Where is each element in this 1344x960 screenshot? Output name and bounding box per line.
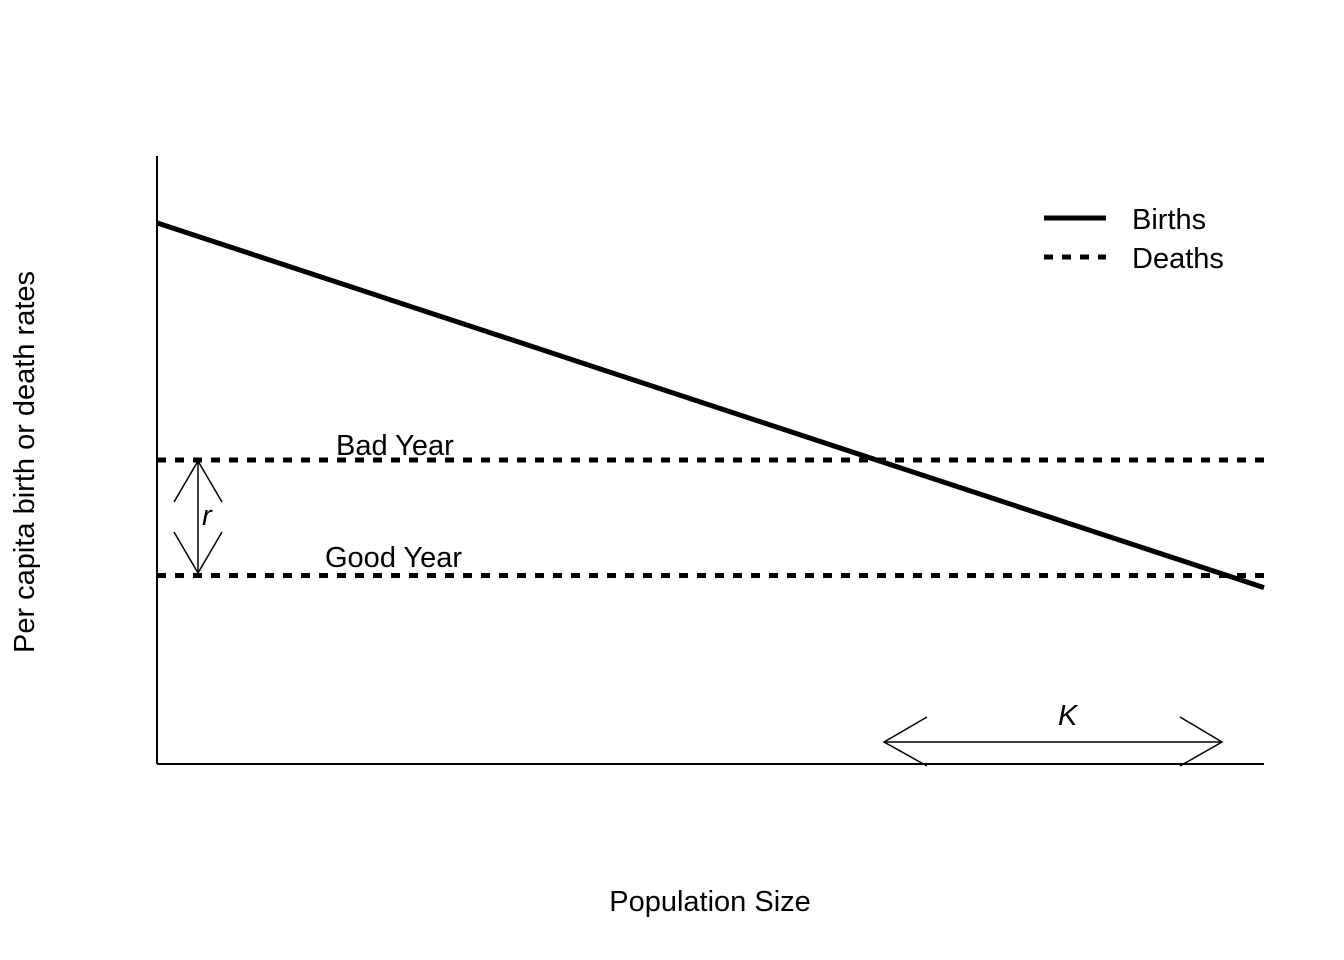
legend: Births Deaths (1044, 204, 1224, 275)
bad-year-label: Bad Year (336, 430, 454, 462)
good-year-label: Good Year (325, 542, 462, 574)
k-double-arrow (882, 716, 1224, 767)
legend-deaths-label: Deaths (1132, 243, 1224, 275)
r-label: r (202, 500, 213, 532)
x-axis-title: Population Size (609, 886, 811, 918)
births-line (156, 220, 1265, 591)
r-double-arrow (173, 459, 223, 575)
y-axis-title: Per capita birth or death rates (9, 271, 41, 653)
k-label: K (1058, 700, 1079, 732)
legend-births-label: Births (1132, 204, 1206, 236)
